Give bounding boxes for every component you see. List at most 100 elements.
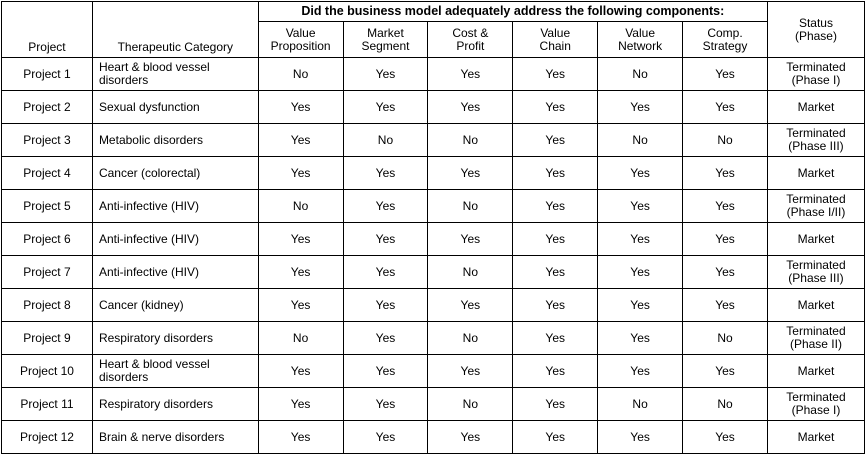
cell-market-segment: Yes [342,57,429,91]
cell-status: Terminated (Phase III) [766,255,866,289]
cell-cost-profit: Yes [427,420,514,454]
cell-value-proposition: Yes [257,288,344,322]
cell-project: Project 12 [1,420,93,454]
cell-comp-strategy: Yes [682,255,768,289]
cell-market-segment: Yes [342,90,429,124]
cell-therapeutic-category: Sexual dysfunction [91,90,259,124]
cell-market-segment: Yes [342,321,429,355]
cell-cost-profit: No [427,255,514,289]
header-comp-strategy-line1: Comp. [707,25,743,40]
cell-value-network: Yes [597,288,684,322]
cell-status-line: (Phase III) [788,139,844,153]
cell-value-chain: Yes [512,321,599,355]
cell-status-line: Market [797,429,835,444]
cell-comp-strategy: No [682,123,768,157]
cell-therapeutic-category: Heart & blood vessel disorders [91,354,259,388]
cell-comp-strategy: Yes [682,288,768,322]
header-value-chain-line2: Chain [539,38,571,53]
table-row: Project 11 Respiratory disorders Yes Yes No Y… [1,387,866,421]
cell-market-segment: Yes [342,387,429,421]
table-row: Project 5 Anti-infective (HIV) No Yes No Yes Y… [1,189,866,223]
header-cost-profit-line2: Profit [456,38,485,53]
table-row: Project 3 Metabolic disorders Yes No No Yes No… [1,123,866,157]
cell-status: Market [766,420,866,454]
table-row: Project 4 Cancer (colorectal) Yes Yes Yes Yes… [1,156,866,190]
cell-project: Project 8 [1,288,93,322]
cell-status-line: Market [797,363,835,378]
cell-comp-strategy: No [682,321,768,355]
cell-therapeutic-category: Anti-infective (HIV) [91,189,259,223]
header-therapeutic-category: Therapeutic Category [91,1,259,58]
cell-therapeutic-category: Respiratory disorders [91,387,259,421]
cell-status: Terminated (Phase I/II) [766,189,866,223]
header-status-line1: Status [798,15,833,30]
header-value-network-line1: Value [625,25,655,40]
cell-value-proposition: No [257,57,344,91]
cell-status-line: Terminated [786,60,846,74]
cell-cost-profit: Yes [427,288,514,322]
cell-value-proposition: Yes [257,156,344,190]
cell-value-network: Yes [597,420,684,454]
business-model-table: Project Therapeutic Category Did the bus… [1,1,866,454]
cell-status-line: (Phase I) [791,73,841,87]
header-market-segment-line2: Segment [361,38,410,53]
cell-value-network: Yes [597,90,684,124]
cell-status: Terminated (Phase III) [766,123,866,157]
cell-value-proposition: Yes [257,420,344,454]
cell-market-segment: Yes [342,420,429,454]
cell-status: Market [766,222,866,256]
header-cost-profit: Cost & Profit [427,21,514,58]
cell-status-line: Terminated [786,258,846,272]
cell-comp-strategy: No [682,387,768,421]
cell-project: Project 5 [1,189,93,223]
cell-project: Project 9 [1,321,93,355]
cell-comp-strategy: Yes [682,420,768,454]
cell-value-chain: Yes [512,123,599,157]
cell-value-proposition: Yes [257,354,344,388]
cell-status-line: Terminated [786,126,846,140]
cell-comp-strategy: Yes [682,354,768,388]
cell-therapeutic-category-line: Metabolic disorders [98,132,203,147]
cell-value-proposition: No [257,321,344,355]
cell-market-segment: Yes [342,255,429,289]
cell-status-line: Market [797,231,835,246]
table-row: Project 9 Respiratory disorders No Yes No Yes… [1,321,866,355]
cell-status-line: (Phase I/II) [786,205,846,219]
cell-status: Terminated (Phase I) [766,57,866,91]
header-value-proposition-line2: Proposition [270,38,331,53]
header-value-network: Value Network [597,21,684,58]
cell-status: Market [766,90,866,124]
cell-project: Project 1 [1,57,93,91]
cell-therapeutic-category: Heart & blood vessel disorders [91,57,259,91]
cell-value-network: Yes [597,222,684,256]
header-market-segment: Market Segment [342,21,429,58]
cell-market-segment: No [342,123,429,157]
cell-project: Project 3 [1,123,93,157]
cell-value-proposition: Yes [257,387,344,421]
cell-cost-profit: Yes [427,57,514,91]
header-comp-strategy: Comp. Strategy [682,21,768,58]
cell-value-chain: Yes [512,288,599,322]
cell-therapeutic-category-line: Heart & blood vessel [98,357,210,371]
cell-status-line: Terminated [786,192,846,206]
cell-cost-profit: No [427,387,514,421]
table-body: Project 1 Heart & blood vessel disorders No… [1,57,866,454]
cell-value-network: Yes [597,189,684,223]
cell-therapeutic-category-line: Cancer (colorectal) [98,165,201,180]
cell-value-network: No [597,387,684,421]
table-row: Project 1 Heart & blood vessel disorders No… [1,57,866,91]
header-value-chain-line1: Value [540,25,571,40]
cell-value-network: Yes [597,321,684,355]
header-market-segment-line1: Market [367,25,404,40]
cell-cost-profit: Yes [427,354,514,388]
header-project: Project [1,1,93,58]
cell-status-line: Market [797,99,835,114]
cell-therapeutic-category-line: Heart & blood vessel [98,60,210,74]
cell-value-network: No [597,123,684,157]
cell-status-line: (Phase III) [788,271,844,285]
cell-comp-strategy: Yes [682,156,768,190]
cell-value-proposition: Yes [257,123,344,157]
cell-therapeutic-category-line: Anti-infective (HIV) [98,264,199,279]
cell-value-network: Yes [597,255,684,289]
cell-cost-profit: Yes [427,222,514,256]
